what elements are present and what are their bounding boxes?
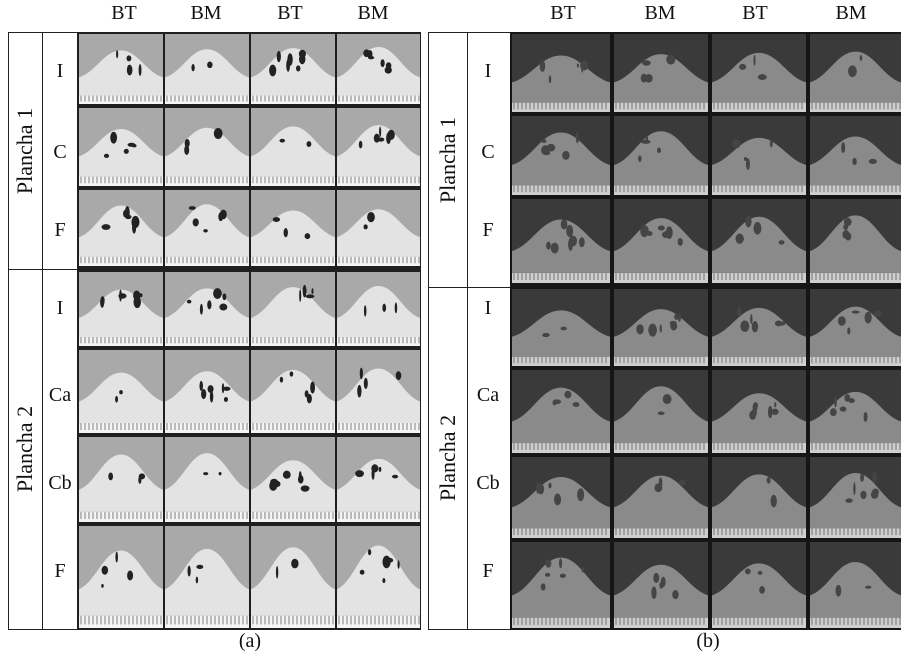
panel-a-specimen-r7-c3 <box>251 526 335 628</box>
panel-a-specimen-r2-c1 <box>79 108 163 186</box>
panel-a-row-label: C <box>53 141 67 163</box>
panel-b-frame-left <box>428 32 429 630</box>
panel-a-specimen-r6-c3 <box>251 437 335 522</box>
panel-a-specimen-r3-c2 <box>165 190 249 266</box>
panel-a-row-label: I <box>56 297 64 319</box>
panel-b-specimen-r4-c2 <box>614 289 708 366</box>
panel-b-specimen-r4-c3 <box>712 289 806 366</box>
panel-b-specimen-r6-c2 <box>614 457 708 538</box>
panel-b-specimen-r1-c1 <box>512 34 610 112</box>
panel-b-specimen-r1-c3 <box>712 34 806 112</box>
panel-b-specimen-r4-c4 <box>810 289 901 366</box>
panel-a-specimen-r5-c1 <box>79 350 163 433</box>
panel-a-row-label: F <box>54 219 66 241</box>
panel-b-specimen-r7-c3 <box>712 542 806 628</box>
panel-a-specimen-r2-c2 <box>165 108 249 186</box>
panel-a-sublabel-divider <box>42 32 43 630</box>
panel-a-row-label: Cb <box>48 472 72 494</box>
panel-b-sublabel-divider <box>467 32 468 630</box>
panel-b-row-label: Ca <box>476 384 500 406</box>
panel-a-specimen-r2-c3 <box>251 108 335 186</box>
panel-b-specimen-r4-c1 <box>512 289 610 366</box>
panel-b-specimen-r2-c4 <box>810 116 901 195</box>
panel-b-specimen-r7-c1 <box>512 542 610 628</box>
panel-a-specimen-r6-c4 <box>337 437 420 522</box>
panel-a-specimen-r1-c1 <box>79 34 163 104</box>
panel-b-frame-bottom <box>428 629 510 630</box>
panel-a-specimen-r3-c3 <box>251 190 335 266</box>
panel-a-specimen-r4-c1 <box>79 272 163 346</box>
panel-a-caption: (a) <box>238 630 262 652</box>
panel-b-specimen-r2-c3 <box>712 116 806 195</box>
panel-a-specimen-r1-c3 <box>251 34 335 104</box>
panel-b-group-divider <box>428 287 510 288</box>
panel-a-specimen-r6-c1 <box>79 437 163 522</box>
panel-b-row-label: F <box>482 219 494 241</box>
panel-a-specimen-r7-c2 <box>165 526 249 628</box>
panel-b-col-header-4: BM <box>835 2 867 24</box>
panel-b-specimen-r3-c3 <box>712 199 806 283</box>
panel-b-specimen-r1-c4 <box>810 34 901 112</box>
panel-a-specimen-r4-c4 <box>337 272 420 346</box>
panel-a-col-header-4: BM <box>357 2 389 24</box>
panel-a-specimen-r6-c2 <box>165 437 249 522</box>
panel-b-specimen-r6-c4 <box>810 457 901 538</box>
panel-a-row-label: F <box>54 560 66 582</box>
panel-b-specimen-r7-c4 <box>810 542 901 628</box>
panel-a-row-label: I <box>56 60 64 82</box>
panel-b-caption: (b) <box>696 630 720 652</box>
panel-a-specimen-r1-c4 <box>337 34 420 104</box>
panel-b-specimen-r5-c1 <box>512 370 610 453</box>
panel-b-row-label: I <box>484 297 492 319</box>
panel-b-row-label: I <box>484 60 492 82</box>
panel-b-specimen-r2-c1 <box>512 116 610 195</box>
panel-a-specimen-r5-c3 <box>251 350 335 433</box>
panel-b-specimen-r2-c2 <box>614 116 708 195</box>
panel-b-specimen-r6-c1 <box>512 457 610 538</box>
panel-b-col-header-3: BT <box>742 2 768 24</box>
panel-a-specimen-r4-c3 <box>251 272 335 346</box>
panel-a-specimen-r3-c4 <box>337 190 420 266</box>
panel-a-col-header-3: BT <box>277 2 303 24</box>
panel-b-specimen-r6-c3 <box>712 457 806 538</box>
panel-b-col-header-1: BT <box>550 2 576 24</box>
panel-a-col-header-2: BM <box>190 2 222 24</box>
panel-b-specimen-r3-c1 <box>512 199 610 283</box>
panel-a-specimen-r2-c4 <box>337 108 420 186</box>
panel-a-frame-left <box>8 32 9 630</box>
panel-a-specimen-r5-c4 <box>337 350 420 433</box>
panel-b-specimen-r5-c2 <box>614 370 708 453</box>
panel-b-row-label: C <box>481 141 495 163</box>
panel-a-row-label: Ca <box>48 384 72 406</box>
panel-b-specimen-r1-c2 <box>614 34 708 112</box>
panel-b-specimen-r7-c2 <box>614 542 708 628</box>
panel-b-specimen-r5-c3 <box>712 370 806 453</box>
panel-b-frame-top <box>428 32 510 33</box>
panel-b-row-label: Cb <box>476 472 500 494</box>
panel-a-col-header-1: BT <box>111 2 137 24</box>
panel-b-specimen-r3-c4 <box>810 199 901 283</box>
panel-a-specimen-r5-c2 <box>165 350 249 433</box>
panel-a-specimen-r1-c2 <box>165 34 249 104</box>
panel-a-specimen-r7-c1 <box>79 526 163 628</box>
panel-a-specimen-r4-c2 <box>165 272 249 346</box>
panel-b-row-label: F <box>482 560 494 582</box>
panel-b-col-header-2: BM <box>644 2 676 24</box>
panel-b-specimen-r5-c4 <box>810 370 901 453</box>
panel-a-specimen-r3-c1 <box>79 190 163 266</box>
panel-a-specimen-r7-c4 <box>337 526 420 628</box>
panel-b-specimen-r3-c2 <box>614 199 708 283</box>
